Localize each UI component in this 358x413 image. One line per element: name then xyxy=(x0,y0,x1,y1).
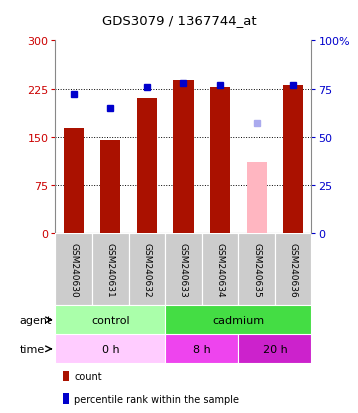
Text: 0 h: 0 h xyxy=(102,344,119,354)
Text: 20 h: 20 h xyxy=(262,344,287,354)
Bar xyxy=(55,306,165,335)
Bar xyxy=(283,86,303,233)
Bar xyxy=(137,99,157,233)
Text: count: count xyxy=(74,371,102,381)
Text: GSM240633: GSM240633 xyxy=(179,242,188,297)
Text: GSM240634: GSM240634 xyxy=(216,242,224,297)
Text: time: time xyxy=(20,344,45,354)
Bar xyxy=(55,335,165,363)
Text: GDS3079 / 1367744_at: GDS3079 / 1367744_at xyxy=(102,14,256,27)
Bar xyxy=(64,129,84,233)
Bar xyxy=(129,233,165,306)
Bar xyxy=(173,81,194,233)
Text: GSM240636: GSM240636 xyxy=(289,242,297,297)
Text: GSM240635: GSM240635 xyxy=(252,242,261,297)
Bar xyxy=(247,163,267,233)
Text: GSM240630: GSM240630 xyxy=(69,242,78,297)
Bar xyxy=(165,233,202,306)
Bar xyxy=(100,140,120,233)
Bar xyxy=(275,233,311,306)
Bar xyxy=(165,335,238,363)
Bar xyxy=(238,335,311,363)
Bar xyxy=(165,306,311,335)
Bar xyxy=(210,88,230,233)
Bar xyxy=(92,233,129,306)
Text: GSM240631: GSM240631 xyxy=(106,242,115,297)
Text: cadmium: cadmium xyxy=(212,315,265,325)
Text: control: control xyxy=(91,315,130,325)
Text: 8 h: 8 h xyxy=(193,344,211,354)
Bar xyxy=(238,233,275,306)
Text: agent: agent xyxy=(20,315,52,325)
Text: GSM240632: GSM240632 xyxy=(142,242,151,297)
Bar xyxy=(202,233,238,306)
Text: percentile rank within the sample: percentile rank within the sample xyxy=(74,394,239,404)
Bar xyxy=(55,233,92,306)
